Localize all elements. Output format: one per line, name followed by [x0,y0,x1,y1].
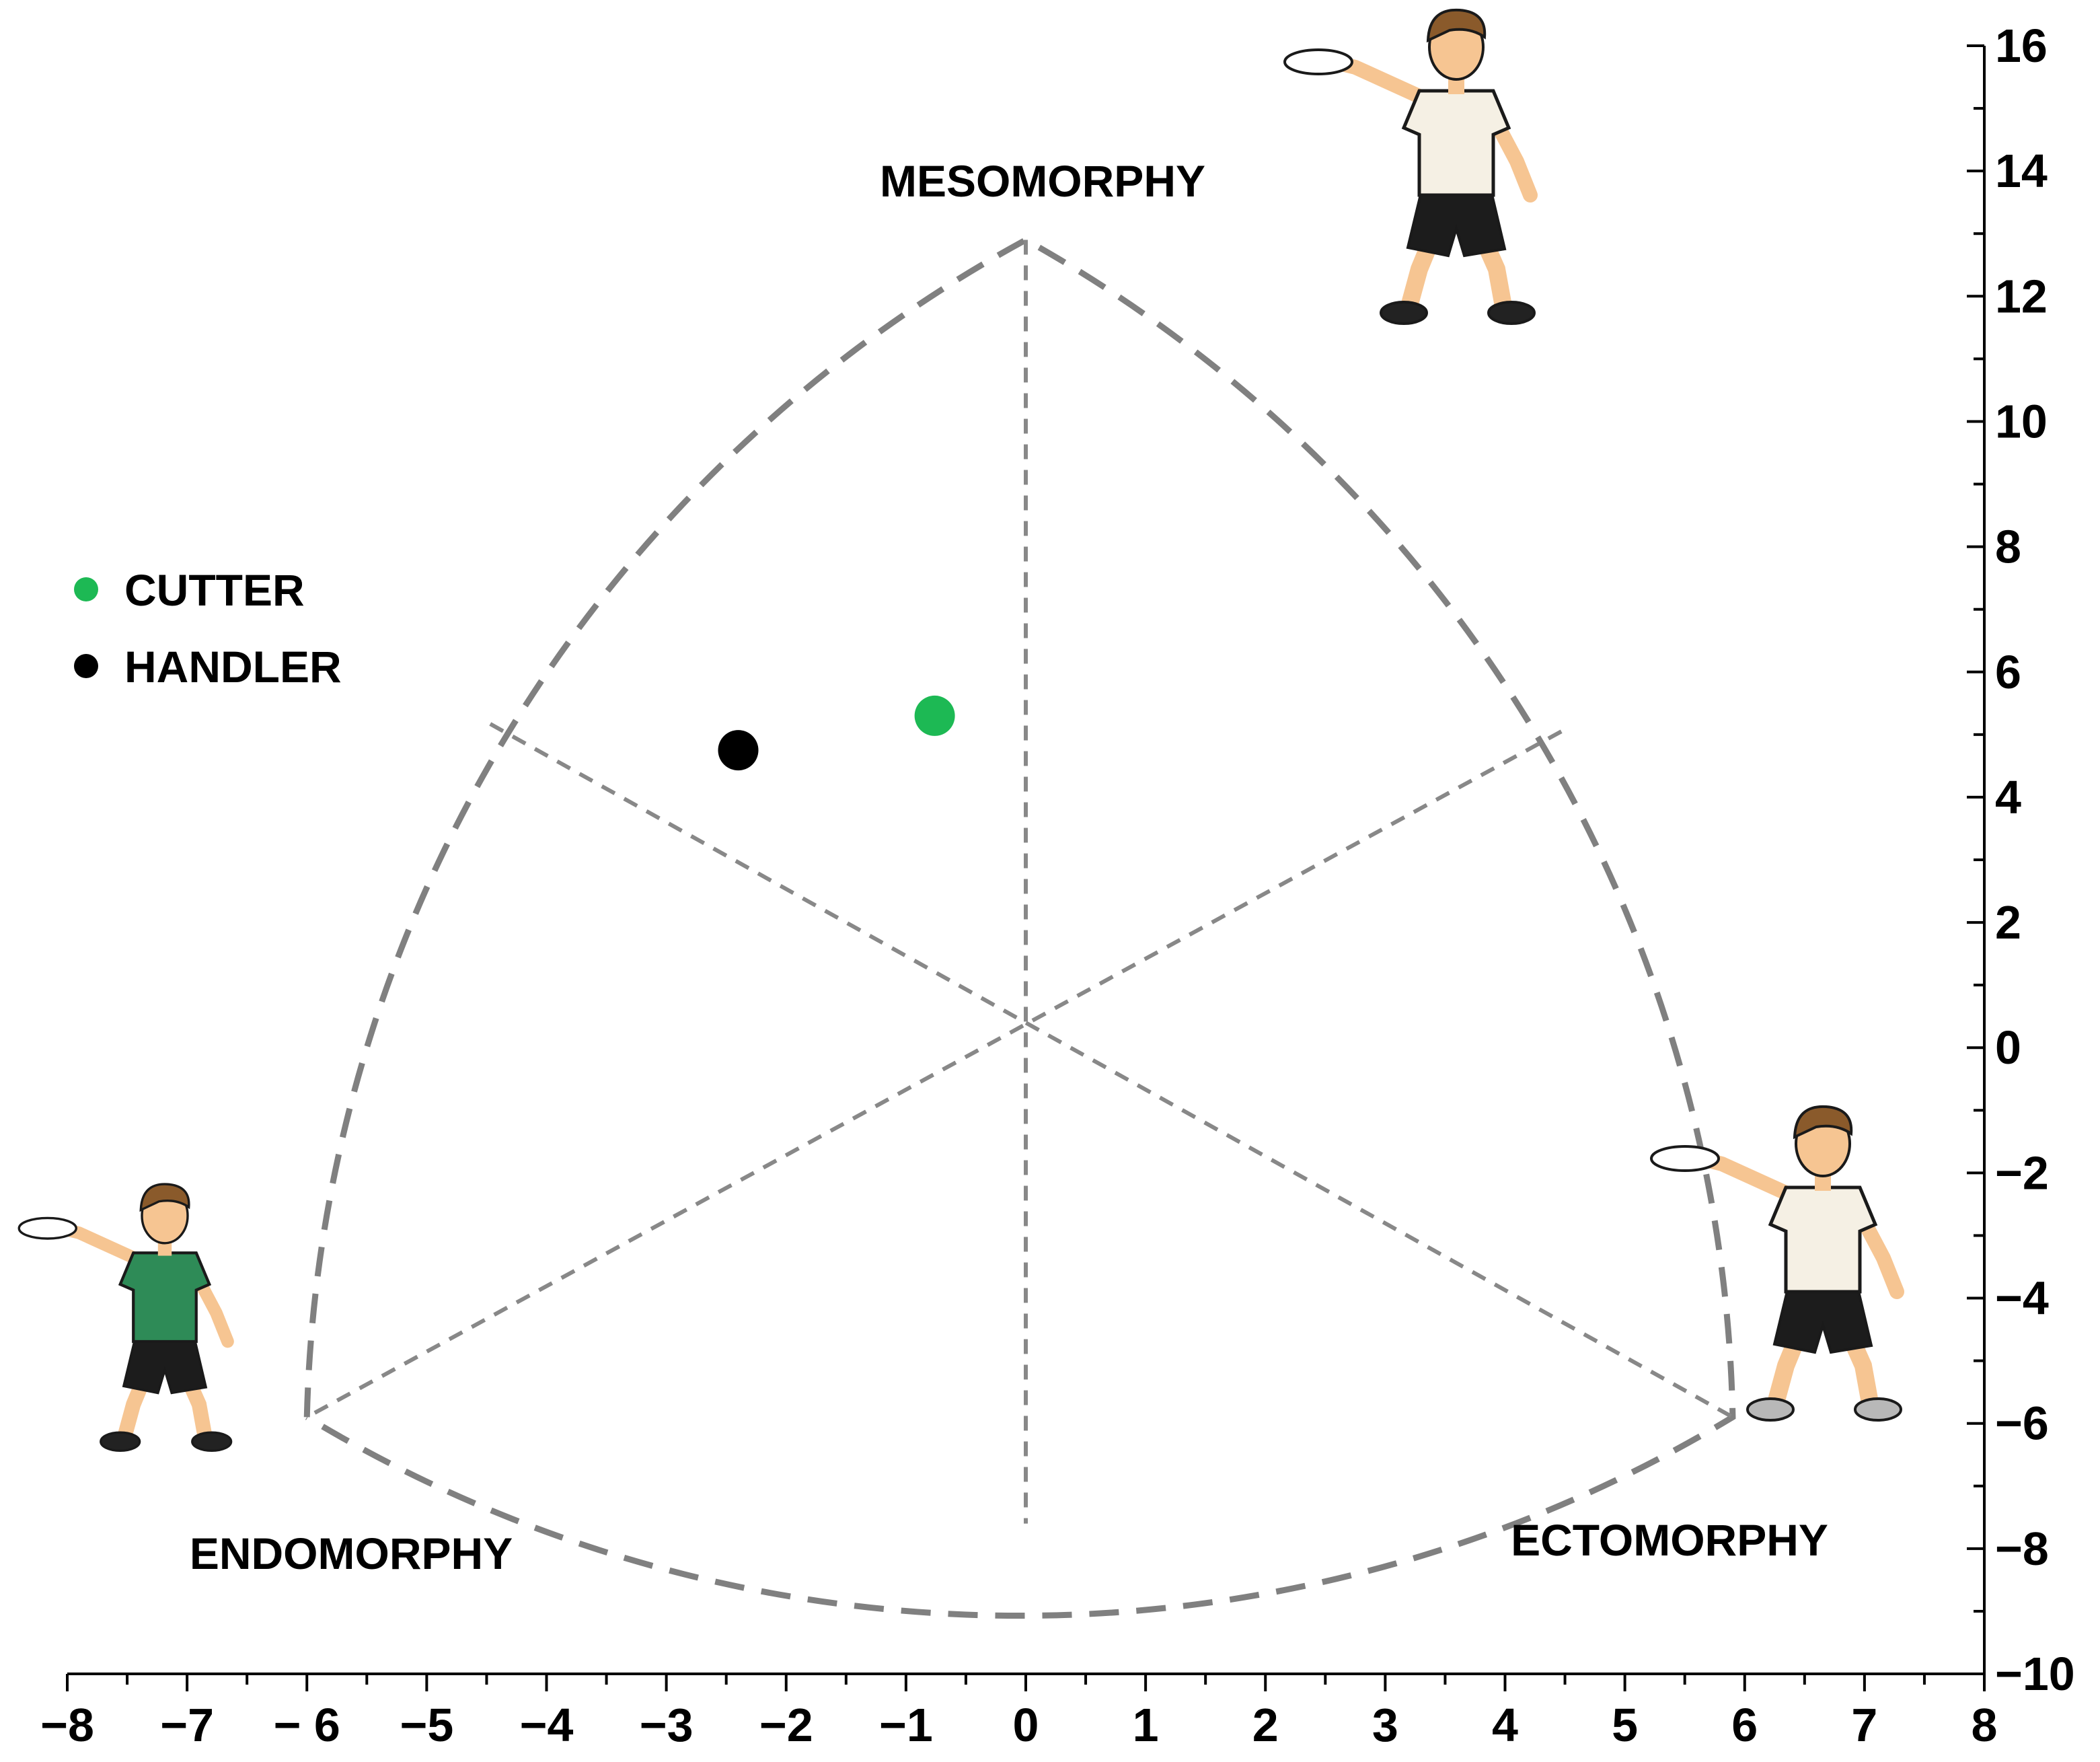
y-tick-label: −8 [1995,1522,2049,1575]
data-points [718,695,955,771]
x-tick-label: 4 [1492,1699,1518,1751]
cutter-point [914,695,955,736]
y-tick-label: 4 [1995,771,2021,823]
legend: CUTTER HANDLER [74,565,342,692]
endo-axis-line [305,729,1563,1420]
x-tick-label: 3 [1372,1699,1398,1751]
x-tick-label: − 6 [274,1699,340,1751]
mesomorphy-label: MESOMORPHY [880,156,1205,206]
endomorphy-label: ENDOMORPHY [190,1529,513,1578]
y-tick-label: 10 [1995,395,2048,447]
x-tick-label: 7 [1851,1699,1877,1751]
x-tick-label: 0 [1013,1699,1039,1751]
y-tick-label: 0 [1995,1021,2021,1074]
y-tick-label: −6 [1995,1397,2049,1450]
player-illustrations [17,8,1904,1453]
y-tick-label: 2 [1995,896,2021,949]
y-tick-label: −4 [1995,1272,2049,1325]
y-tick-label: 14 [1995,145,2048,197]
x-tick-label: −5 [400,1699,453,1751]
legend-label-cutter: CUTTER [124,565,305,615]
ectomorphy-label: ECTOMORPHY [1511,1515,1828,1565]
y-tick-label: −2 [1995,1146,2049,1199]
handler-point [718,730,759,771]
legend-marker-cutter [74,577,98,601]
y-tick-label: 8 [1995,521,2021,573]
y-tick-label: 16 [1995,20,2048,72]
x-tick-label: 8 [1972,1699,1998,1751]
x-tick-label: 2 [1252,1699,1279,1751]
x-tick-label: −2 [759,1699,813,1751]
x-tick-label: 1 [1133,1699,1159,1751]
axes: −8 −7− 6 −5 −4 −3 −2 −1 0 1 2 3 4 5 6 7 8−10−8−6−4−2024… [40,20,2075,1751]
ecto-axis-line [489,722,1734,1420]
x-tick-label: −4 [520,1699,574,1751]
somatochart-frame [303,236,1736,1619]
x-tick-label: −1 [879,1699,933,1751]
zone-labels: MESOMORPHY ENDOMORPHY ECTOMORPHY [190,156,1828,1578]
mesomorph-player-figure [1283,8,1538,325]
x-tick-label: 5 [1612,1699,1638,1751]
y-tick-label: −10 [1995,1648,2075,1700]
x-tick-label: 6 [1731,1699,1758,1751]
x-tick-label: −8 [40,1699,94,1751]
endomorph-player-figure [17,1183,234,1453]
y-tick-label: 6 [1995,646,2021,698]
legend-marker-handler [74,654,98,678]
ectomorph-player-figure [1650,1105,1904,1422]
x-tick-label: −7 [160,1699,214,1751]
legend-label-handler: HANDLER [124,642,342,692]
somatochart-outline [303,236,1736,1619]
x-tick-label: −3 [640,1699,693,1751]
y-tick-label: 12 [1995,270,2048,322]
